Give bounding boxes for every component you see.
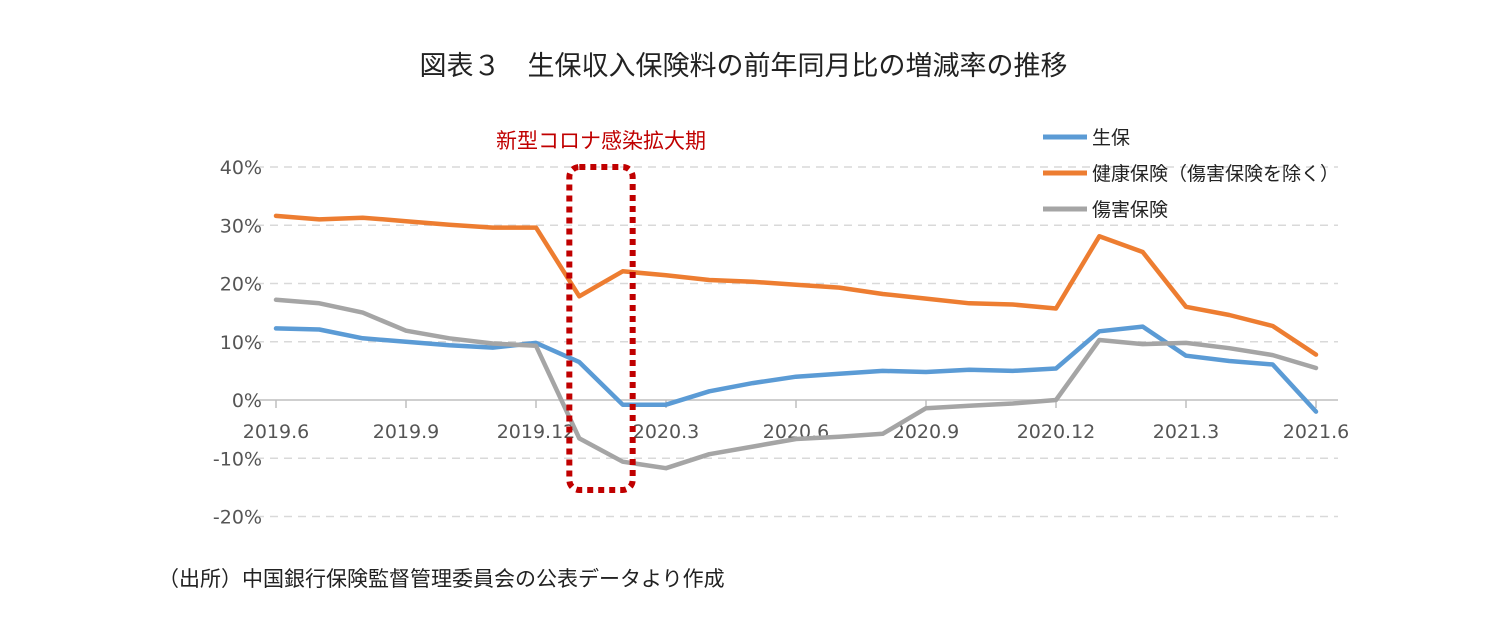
x-tick-label: 2020.12 (1017, 421, 1096, 443)
series-line-2 (273, 213, 1319, 357)
x-tick-label: 2019.9 (373, 421, 439, 443)
y-tick-label: 40% (220, 157, 262, 179)
annotation-label: 新型コロナ感染拡大期 (496, 129, 706, 153)
y-tick-label: 20% (220, 274, 262, 296)
x-axis (256, 399, 1338, 408)
y-tick-label: -10% (213, 448, 262, 470)
series-lines (273, 213, 1319, 471)
chart-title: 図表３ 生保収入保険料の前年同月比の増減率の推移 (419, 51, 1068, 82)
series-line-1 (273, 324, 1319, 414)
y-tick-label: 0% (232, 390, 262, 412)
legend-label: 傷害保険 (1092, 199, 1168, 221)
y-tick-label: -20% (213, 507, 262, 529)
x-tick-label: 2019.6 (243, 421, 309, 443)
legend-label: 健康保険（傷害保険を除く） (1092, 163, 1339, 185)
annotation: 新型コロナ感染拡大期 (496, 129, 706, 493)
x-axis-tick-labels: 2019.6 2019.9 2019.12 2020.3 2020.6 2020.9 202… (243, 421, 1349, 443)
x-tick-label: 2020.3 (633, 421, 699, 443)
series-line-3 (273, 297, 1319, 471)
x-tick-label: 2021.6 (1283, 421, 1349, 443)
y-axis-tick-labels: 40% 30% 20% 10% 0% -10% -20% (213, 157, 262, 529)
x-tick-label: 2019.12 (497, 421, 576, 443)
source-note: （出所）中国銀行保険監督管理委員会の公表データより作成 (158, 567, 725, 591)
x-tick-label: 2021.3 (1153, 421, 1219, 443)
highlight-box (566, 164, 636, 493)
legend-label: 生保 (1092, 127, 1130, 149)
y-tick-label: 30% (220, 215, 262, 237)
y-tick-label: 10% (220, 332, 262, 354)
x-tick-label: 2020.9 (893, 421, 959, 443)
